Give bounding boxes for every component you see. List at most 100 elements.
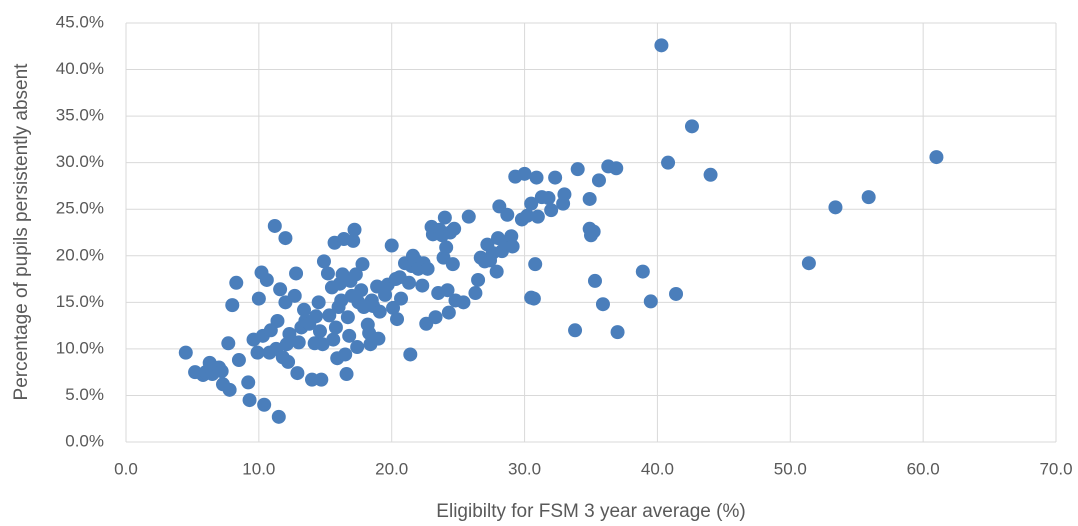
point <box>229 275 244 290</box>
point <box>654 38 669 53</box>
point <box>346 233 361 248</box>
point <box>251 291 266 306</box>
point <box>929 150 944 165</box>
point <box>273 282 288 297</box>
point <box>403 347 418 362</box>
point <box>544 203 559 218</box>
point <box>461 209 476 224</box>
point <box>439 240 454 255</box>
point <box>355 257 370 272</box>
point <box>587 273 602 288</box>
point <box>338 347 353 362</box>
point <box>316 254 331 269</box>
x-axis-title: Eligibilty for FSM 3 year average (%) <box>436 501 745 522</box>
point <box>315 337 330 352</box>
point <box>297 302 312 317</box>
point <box>326 332 341 347</box>
point <box>342 328 357 343</box>
point <box>354 283 369 298</box>
point <box>445 257 460 272</box>
point <box>312 324 327 339</box>
point <box>350 340 365 355</box>
x-tick-label: 10.0 <box>242 459 275 478</box>
point <box>489 264 504 279</box>
point <box>528 257 543 272</box>
point <box>401 275 416 290</box>
y-axis-title: Percentage of pupils persistently absent <box>11 63 32 401</box>
point <box>582 191 597 206</box>
point <box>456 295 471 310</box>
x-tick-label: 60.0 <box>907 459 940 478</box>
point <box>526 291 541 306</box>
point <box>517 166 532 181</box>
point <box>371 331 386 346</box>
point <box>257 397 272 412</box>
point <box>520 208 535 223</box>
point <box>250 345 265 360</box>
point <box>289 266 304 281</box>
point <box>308 309 323 324</box>
y-tick-label: 25.0% <box>56 199 104 218</box>
point <box>348 267 363 282</box>
point <box>684 119 699 134</box>
point <box>311 295 326 310</box>
y-tick-label: 15.0% <box>56 292 104 311</box>
point <box>635 264 650 279</box>
point <box>505 239 520 254</box>
point <box>504 229 519 244</box>
point <box>661 155 676 170</box>
point <box>861 190 876 205</box>
point <box>281 354 296 369</box>
point <box>334 293 349 308</box>
point <box>386 300 401 315</box>
point <box>287 288 302 303</box>
point <box>541 191 556 206</box>
point <box>441 305 456 320</box>
point <box>231 353 246 368</box>
point <box>384 238 399 253</box>
point <box>703 167 718 182</box>
point <box>320 266 335 281</box>
point <box>428 310 443 325</box>
point <box>557 187 572 202</box>
point <box>271 409 286 424</box>
point <box>322 308 337 323</box>
point <box>178 345 193 360</box>
point <box>241 375 256 390</box>
point <box>242 393 257 408</box>
point <box>420 261 435 276</box>
point <box>291 335 306 350</box>
point <box>267 218 282 233</box>
point <box>214 364 229 379</box>
point <box>586 224 601 239</box>
point <box>468 286 483 301</box>
point <box>669 286 684 301</box>
point <box>390 312 405 327</box>
point <box>328 320 343 335</box>
x-tick-label: 40.0 <box>641 459 674 478</box>
point <box>222 382 237 397</box>
point <box>500 207 515 222</box>
y-tick-label: 30.0% <box>56 152 104 171</box>
point <box>828 200 843 215</box>
point <box>643 294 658 309</box>
y-tick-label: 20.0% <box>56 245 104 264</box>
point <box>278 231 293 246</box>
y-tick-label: 40.0% <box>56 59 104 78</box>
point <box>221 336 236 351</box>
y-tick-label: 45.0% <box>56 12 104 31</box>
point <box>415 278 430 293</box>
x-tick-label: 0.0 <box>114 459 138 478</box>
x-tick-label: 30.0 <box>508 459 541 478</box>
point <box>595 297 610 312</box>
point <box>347 222 362 237</box>
y-tick-label: 10.0% <box>56 338 104 357</box>
x-tick-label: 70.0 <box>1039 459 1072 478</box>
point <box>471 272 486 287</box>
point <box>339 367 354 382</box>
point <box>530 209 545 224</box>
y-tick-label: 5.0% <box>65 385 104 404</box>
point <box>801 256 816 271</box>
point <box>440 283 455 298</box>
